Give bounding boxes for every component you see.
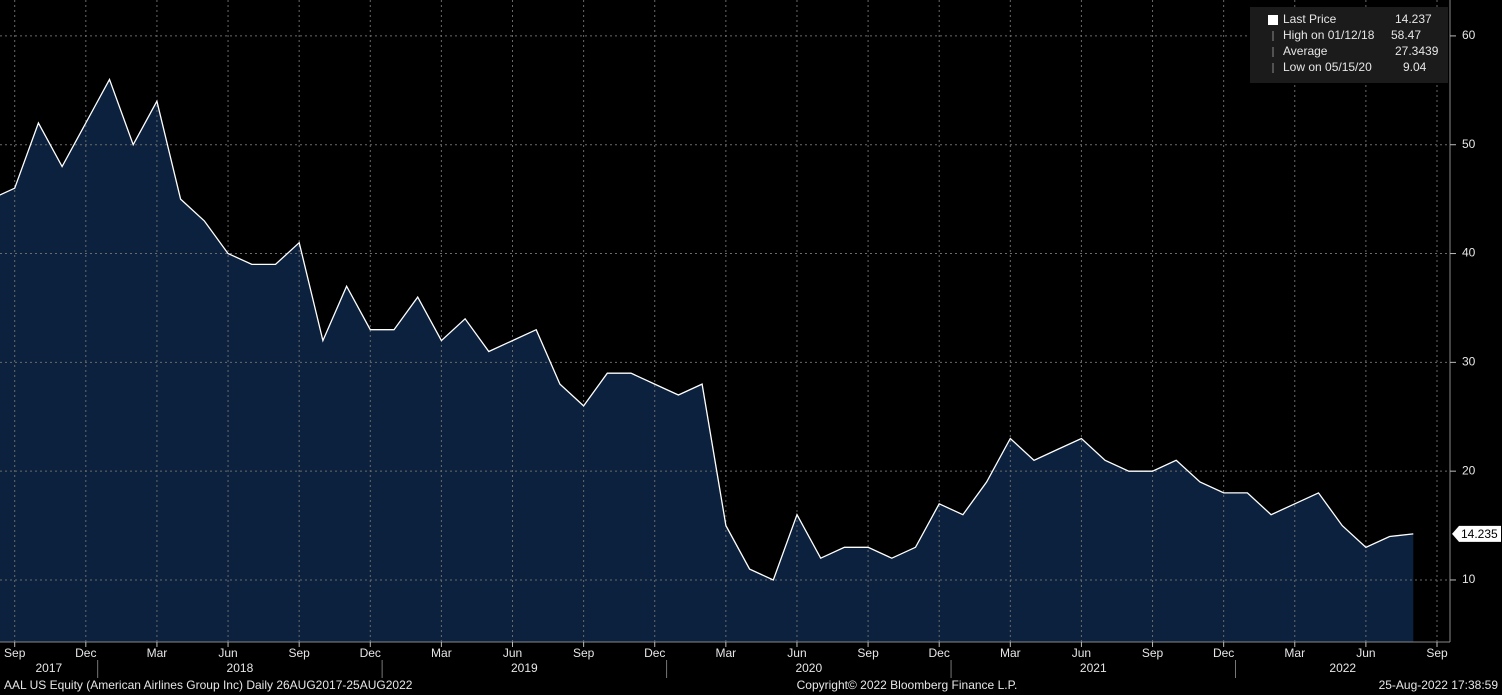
x-tick-label: Jun [503,646,522,660]
x-tick-label: Sep [1426,646,1448,660]
x-tick-label: Mar [716,646,737,660]
year-label: 2017 [35,661,62,675]
year-label: 2021 [1080,661,1107,675]
legend-label: High on 01/12/18 [1283,28,1375,42]
legend-value: 14.237 [1395,12,1432,26]
x-tick-label: Dec [75,646,96,660]
x-tick-label: Sep [288,646,310,660]
y-tick-label: 20 [1462,463,1476,477]
x-tick-label: Dec [1213,646,1234,660]
year-label: 2018 [227,661,254,675]
legend-label: Average [1283,44,1328,58]
legend-swatch [1268,15,1278,25]
legend-value: 58.47 [1391,28,1421,42]
footer-center: Copyright© 2022 Bloomberg Finance L.P. [797,678,1018,692]
x-tick-label: Mar [147,646,168,660]
footer-left: AAL US Equity (American Airlines Group I… [4,678,413,692]
x-tick-label: Mar [1284,646,1305,660]
y-tick-label: 40 [1462,246,1476,260]
x-tick-label: Sep [1142,646,1164,660]
y-tick-label: 10 [1462,572,1476,586]
price-line [0,77,1414,581]
year-label: 2022 [1329,661,1356,675]
last-value-label: 14.235 [1461,527,1498,541]
x-tick-label: Sep [857,646,879,660]
x-tick-label: Sep [573,646,595,660]
legend-label: Last Price [1283,12,1337,26]
y-tick-label: 60 [1462,28,1476,42]
x-tick-label: Dec [360,646,381,660]
plot-area [0,0,1450,642]
x-tick-label: Mar [431,646,452,660]
legend-value: 27.3439 [1395,44,1439,58]
x-tick-label: Sep [4,646,26,660]
year-label: 2020 [795,661,822,675]
legend-label: Low on 05/15/20 [1283,60,1372,74]
x-tick-label: Mar [1000,646,1021,660]
legend-box [1250,7,1448,83]
x-tick-label: Dec [644,646,665,660]
y-tick-label: 50 [1462,137,1476,151]
x-tick-label: Jun [1356,646,1375,660]
x-tick-label: Dec [929,646,950,660]
footer-right: 25-Aug-2022 17:38:59 [1379,678,1499,692]
x-tick-label: Jun [787,646,806,660]
x-tick-label: Jun [1072,646,1091,660]
legend-value: 9.04 [1403,60,1427,74]
area [0,79,1414,642]
last-value-marker [1452,525,1501,542]
y-tick-label: 30 [1462,355,1476,369]
x-tick-label: Jun [218,646,237,660]
year-label: 2019 [511,661,538,675]
